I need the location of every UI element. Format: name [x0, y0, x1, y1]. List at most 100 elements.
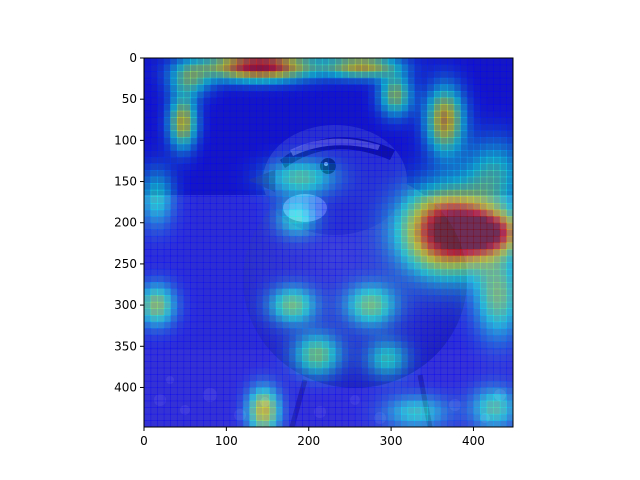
heatmap-cell — [315, 387, 323, 395]
heatmap-cell — [341, 347, 349, 356]
heatmap-cell — [354, 341, 363, 349]
heatmap-cell — [460, 189, 468, 197]
heatmap-cell — [407, 341, 415, 349]
heatmap-cell — [335, 268, 343, 277]
heatmap-cell — [295, 150, 303, 158]
heatmap-cell — [414, 143, 422, 151]
heatmap-cell — [394, 268, 402, 277]
heatmap-cell — [315, 407, 323, 415]
heatmap-cell — [480, 150, 488, 158]
heatmap-cell — [354, 90, 363, 99]
heatmap-cell — [394, 341, 402, 349]
heatmap-cell — [196, 229, 204, 237]
heatmap-cell — [341, 84, 349, 92]
heatmap-cell — [321, 189, 330, 197]
heatmap-cell — [341, 262, 349, 270]
heatmap-cell — [183, 374, 191, 382]
heatmap-cell — [460, 137, 468, 145]
heatmap-cell — [328, 110, 336, 118]
heatmap-cell — [242, 328, 251, 336]
heatmap-cell — [163, 314, 171, 323]
heatmap-cell — [150, 367, 158, 375]
heatmap-cell — [381, 394, 389, 402]
heatmap-cell — [315, 255, 323, 263]
heatmap-cell — [282, 400, 290, 408]
heatmap-cell — [249, 117, 257, 125]
heatmap-cell — [203, 400, 211, 408]
heatmap-cell — [203, 354, 211, 362]
heatmap-cell — [368, 104, 376, 112]
heatmap-cell — [183, 314, 191, 323]
heatmap-cell — [295, 275, 303, 283]
heatmap-cell — [236, 288, 244, 296]
heatmap-cell — [249, 262, 257, 270]
heatmap-cell — [249, 275, 257, 283]
heatmap-cell — [400, 137, 409, 145]
heatmap-cell — [473, 407, 481, 415]
heatmap-cell — [157, 110, 165, 118]
heatmap-cell — [400, 361, 409, 369]
heatmap-cell — [486, 189, 494, 197]
heatmap-cell — [453, 242, 461, 250]
heatmap-cell — [249, 77, 257, 85]
heatmap-cell — [249, 380, 257, 389]
heatmap-cell — [190, 156, 198, 165]
heatmap-cell — [374, 183, 382, 191]
heatmap-cell — [190, 407, 198, 415]
heatmap-cell — [269, 64, 277, 72]
heatmap-cell — [190, 400, 198, 408]
heatmap-cell — [249, 314, 257, 323]
heatmap-cell — [288, 183, 297, 191]
heatmap-cell — [506, 196, 513, 204]
heatmap-cell — [400, 295, 409, 303]
heatmap-cell — [354, 216, 363, 224]
heatmap-cell — [427, 374, 435, 382]
heatmap-cell — [203, 229, 211, 237]
heatmap-cell — [183, 77, 191, 85]
heatmap-cell — [486, 183, 494, 191]
heatmap-cell — [486, 196, 494, 204]
heatmap-cell — [144, 420, 152, 427]
heatmap-cell — [262, 202, 270, 211]
heatmap-cell — [144, 196, 152, 204]
heatmap-cell — [354, 58, 363, 66]
heatmap-cell — [288, 361, 297, 369]
heatmap-cell — [275, 163, 283, 171]
heatmap-cell — [453, 341, 461, 349]
heatmap-cell — [302, 117, 310, 125]
heatmap-cell — [223, 163, 231, 171]
heatmap-cell — [348, 334, 356, 342]
heatmap-cell — [321, 328, 330, 336]
heatmap-cell — [216, 130, 224, 138]
heatmap-cell — [308, 374, 316, 382]
heatmap-cell — [144, 163, 152, 171]
heatmap-cell — [480, 216, 488, 224]
heatmap-cell — [354, 110, 363, 118]
heatmap-cell — [190, 64, 198, 72]
heatmap-cell — [144, 222, 152, 230]
heatmap-cell — [216, 249, 224, 257]
heatmap-cell — [282, 262, 290, 270]
heatmap-cell — [414, 58, 422, 66]
heatmap-cell — [361, 235, 369, 244]
heatmap-cell — [394, 229, 402, 237]
heatmap-cell — [163, 104, 171, 112]
heatmap-cell — [157, 334, 165, 342]
heatmap-cell — [223, 380, 231, 389]
heatmap-cell — [427, 328, 435, 336]
heatmap-cell — [341, 420, 349, 427]
heatmap-cell — [493, 90, 501, 99]
heatmap-cell — [216, 163, 224, 171]
heatmap-cell — [176, 268, 185, 277]
heatmap-cell — [335, 354, 343, 362]
heatmap-cell — [295, 209, 303, 217]
heatmap-cell — [256, 163, 264, 171]
heatmap-cell — [368, 387, 376, 395]
heatmap-cell — [321, 196, 330, 204]
heatmap-cell — [170, 84, 178, 92]
heatmap-cell — [269, 314, 277, 323]
heatmap-cell — [447, 189, 455, 197]
heatmap-cell — [176, 143, 185, 151]
heatmap-cell — [288, 71, 297, 79]
heatmap-cell — [486, 288, 494, 296]
